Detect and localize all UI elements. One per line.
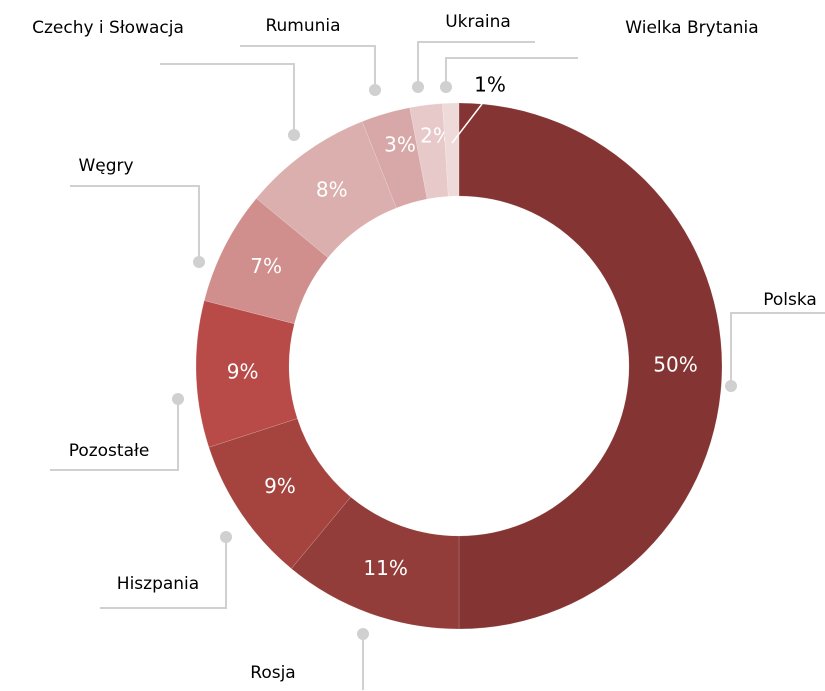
category-label: Węgry — [78, 156, 133, 176]
donut-slice — [256, 121, 397, 258]
data-label: 50% — [653, 353, 697, 377]
data-label: 11% — [363, 556, 407, 580]
category-label: Wielka Brytania — [625, 18, 758, 38]
donut-slice — [291, 496, 460, 630]
category-label: Rosja — [250, 663, 295, 683]
donut-slice — [195, 300, 298, 448]
leader-dot — [369, 84, 381, 96]
leader-line — [50, 399, 179, 471]
leader-line — [417, 41, 535, 87]
category-label: Polska — [763, 290, 817, 310]
leader-line — [100, 537, 227, 609]
donut-slice — [361, 107, 428, 209]
data-label: 7% — [250, 254, 282, 278]
data-label: 9% — [227, 359, 259, 383]
data-label: 8% — [316, 177, 348, 201]
category-label: Ukraina — [445, 12, 511, 32]
label-leader — [451, 103, 483, 144]
leader-line — [240, 45, 376, 90]
category-label: Hiszpania — [117, 574, 199, 594]
leader-dot — [288, 129, 300, 141]
data-label: 1% — [474, 73, 506, 97]
leader-dot — [193, 256, 205, 268]
category-label: Czechy i Słowacja — [32, 18, 184, 38]
data-label: 3% — [384, 133, 416, 157]
leader-line — [160, 63, 295, 135]
leader-dot — [220, 531, 232, 543]
leader-dot — [725, 380, 737, 392]
donut-slice — [203, 198, 329, 325]
leader-dot — [172, 393, 184, 405]
donut-slice — [208, 418, 351, 569]
donut-slice — [458, 102, 723, 630]
data-label: 9% — [264, 474, 296, 498]
leader-line — [445, 57, 578, 87]
category-label: Pozostałe — [69, 441, 150, 461]
category-label: Rumunia — [265, 16, 340, 36]
leader-line — [730, 312, 825, 386]
leader-line — [70, 185, 200, 262]
leader-dot — [357, 628, 369, 640]
leader-dot — [440, 81, 452, 93]
donut-slice — [442, 102, 460, 197]
leader-dot — [412, 81, 424, 93]
